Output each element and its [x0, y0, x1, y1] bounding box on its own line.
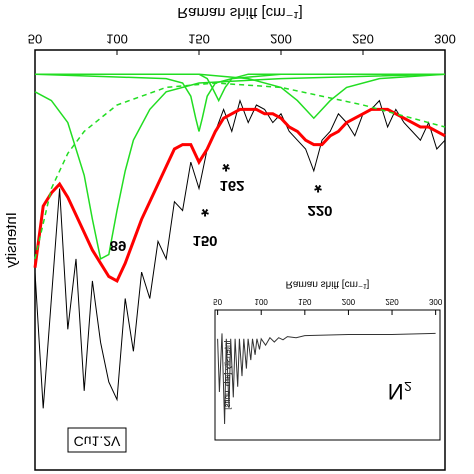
x-tick-label: 150	[188, 32, 210, 47]
sample-label: Cu1.2V	[74, 433, 121, 449]
x-tick-label: 300	[434, 32, 456, 47]
inset-frame	[214, 309, 441, 441]
peak-annotation: 220	[307, 202, 332, 219]
x-axis-label: Raman shift [cm⁻¹]	[177, 4, 302, 21]
peak-annotation: 162	[219, 177, 244, 194]
x-tick-label: 250	[352, 32, 374, 47]
spectrum-line	[217, 332, 436, 425]
x-tick-label: 100	[106, 32, 128, 47]
x-tick-label: 50	[28, 32, 42, 47]
x-axis-label: Raman shift [cm⁻¹]	[286, 278, 370, 289]
x-tick-label: 50	[213, 297, 222, 306]
spectrum-line	[34, 73, 445, 132]
peak-annotation: *	[201, 198, 209, 220]
x-tick-label: 200	[342, 297, 356, 306]
inset-label: N₂	[388, 379, 412, 404]
x-tick-label: 100	[255, 297, 269, 306]
x-tick-label: 250	[385, 297, 399, 306]
spectrum-line	[33, 107, 446, 283]
spectrum-line	[35, 73, 446, 120]
peak-annotation: *	[222, 153, 230, 175]
spectrum-line	[34, 98, 446, 409]
x-tick-label: 150	[298, 297, 312, 306]
peak-annotation: *	[314, 174, 322, 196]
x-tick-label: 200	[270, 32, 292, 47]
spectrum-line	[34, 82, 446, 260]
x-tick-label: 300	[429, 297, 443, 306]
sample-label-box	[67, 427, 127, 453]
peak-annotation: 89	[110, 237, 127, 254]
peak-annotation: 150	[192, 232, 217, 249]
y-axis-label: Intensity	[3, 212, 20, 268]
spectrum-line	[35, 73, 445, 103]
